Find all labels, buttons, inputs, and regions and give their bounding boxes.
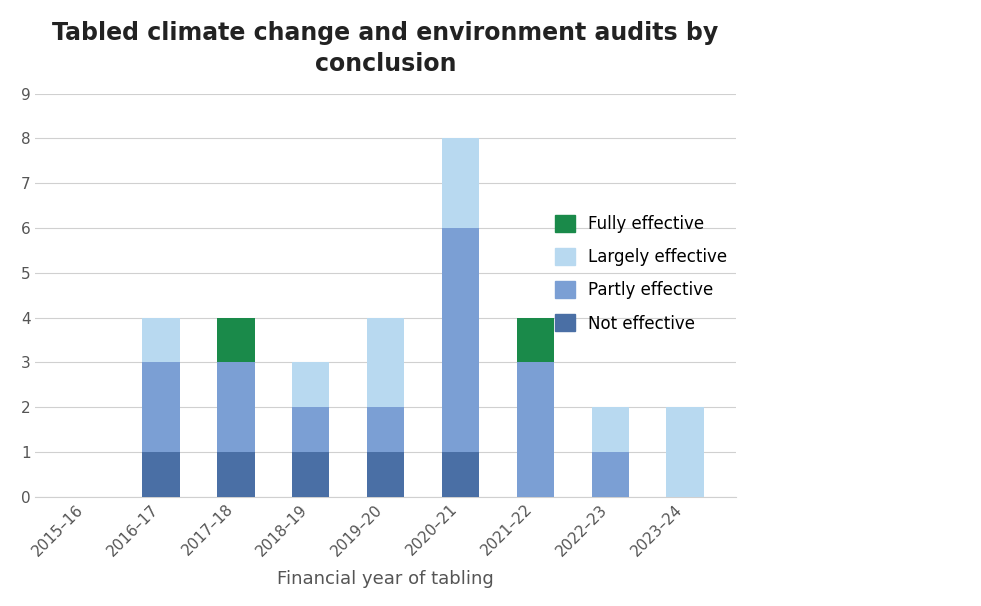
Bar — [592, 407, 629, 452]
Bar — [142, 318, 180, 362]
Bar — [367, 452, 404, 497]
X-axis label: Financial year of tabling: Financial year of tabling — [278, 570, 494, 588]
Bar — [517, 318, 554, 362]
Bar — [441, 452, 480, 497]
Bar — [217, 452, 254, 497]
Bar — [666, 407, 704, 497]
Bar — [142, 362, 180, 452]
Bar — [367, 407, 404, 452]
Bar — [367, 318, 404, 407]
Legend: Fully effective, Largely effective, Partly effective, Not effective: Fully effective, Largely effective, Part… — [555, 215, 728, 333]
Bar — [217, 362, 254, 452]
Bar — [292, 452, 330, 497]
Bar — [142, 452, 180, 497]
Bar — [441, 228, 480, 452]
Bar — [592, 452, 629, 497]
Bar — [292, 362, 330, 407]
Title: Tabled climate change and environment audits by
conclusion: Tabled climate change and environment au… — [52, 21, 719, 76]
Bar — [217, 318, 254, 362]
Bar — [517, 362, 554, 497]
Bar — [441, 138, 480, 228]
Bar — [292, 407, 330, 452]
